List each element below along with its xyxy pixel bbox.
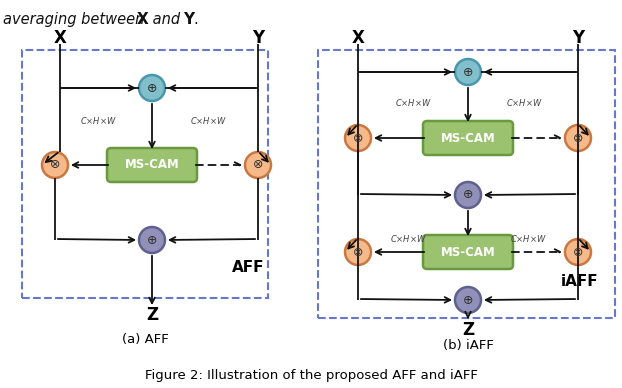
Text: $\otimes$: $\otimes$ <box>352 246 364 258</box>
Text: $\it{C}$$\times$$\it{H}$$\times$$\it{W}$: $\it{C}$$\times$$\it{H}$$\times$$\it{W}$ <box>394 97 432 107</box>
Text: $\oplus$: $\oplus$ <box>462 293 473 307</box>
Circle shape <box>455 287 481 313</box>
Text: MS-CAM: MS-CAM <box>440 132 495 144</box>
Circle shape <box>345 125 371 151</box>
Circle shape <box>139 227 165 253</box>
Text: Figure 2: Illustration of the proposed AFF and iAFF: Figure 2: Illustration of the proposed A… <box>144 369 478 383</box>
Text: Y: Y <box>252 29 264 47</box>
Text: MS-CAM: MS-CAM <box>440 246 495 258</box>
Text: $\otimes$: $\otimes$ <box>572 246 583 258</box>
FancyBboxPatch shape <box>423 121 513 155</box>
Text: Y: Y <box>572 29 584 47</box>
Text: $\it{C}$$\times$$\it{H}$$\times$$\it{W}$: $\it{C}$$\times$$\it{H}$$\times$$\it{W}$ <box>80 114 116 125</box>
Text: $\oplus$: $\oplus$ <box>146 81 157 95</box>
Text: AFF: AFF <box>232 260 264 275</box>
Text: .: . <box>193 12 198 27</box>
Circle shape <box>345 239 371 265</box>
Text: $\it{C}$$\times$$\it{H}$$\times$$\it{W}$: $\it{C}$$\times$$\it{H}$$\times$$\it{W}$ <box>190 114 226 125</box>
Text: $\otimes$: $\otimes$ <box>253 159 264 171</box>
Text: $\it{C}$$\times$$\it{H}$$\times$$\it{W}$: $\it{C}$$\times$$\it{H}$$\times$$\it{W}$ <box>509 232 546 244</box>
Text: MS-CAM: MS-CAM <box>124 159 179 171</box>
Text: Z: Z <box>462 321 474 339</box>
Circle shape <box>139 75 165 101</box>
Text: $\otimes$: $\otimes$ <box>572 132 583 144</box>
Text: $\oplus$: $\oplus$ <box>462 189 473 201</box>
Circle shape <box>455 182 481 208</box>
Text: Y: Y <box>183 12 194 27</box>
Bar <box>22 50 268 298</box>
Text: iAFF: iAFF <box>561 274 599 289</box>
Text: averaging between: averaging between <box>3 12 149 27</box>
Circle shape <box>42 152 68 178</box>
Circle shape <box>565 125 591 151</box>
FancyBboxPatch shape <box>107 148 197 182</box>
Text: $\it{C}$$\times$$\it{H}$$\times$$\it{W}$: $\it{C}$$\times$$\it{H}$$\times$$\it{W}$ <box>389 232 426 244</box>
Text: and: and <box>148 12 185 27</box>
FancyBboxPatch shape <box>423 235 513 269</box>
Text: X: X <box>351 29 364 47</box>
Text: $\otimes$: $\otimes$ <box>352 132 364 144</box>
Text: (b) iAFF: (b) iAFF <box>443 338 493 352</box>
Text: $\otimes$: $\otimes$ <box>49 159 61 171</box>
Text: Z: Z <box>146 306 158 324</box>
Text: X: X <box>53 29 67 47</box>
Circle shape <box>455 59 481 85</box>
Text: X: X <box>137 12 149 27</box>
Bar <box>318 50 615 318</box>
Circle shape <box>245 152 271 178</box>
Text: $\oplus$: $\oplus$ <box>146 234 157 246</box>
Text: $\oplus$: $\oplus$ <box>462 66 473 78</box>
Text: (a) AFF: (a) AFF <box>122 334 169 346</box>
Text: $\it{C}$$\times$$\it{H}$$\times$$\it{W}$: $\it{C}$$\times$$\it{H}$$\times$$\it{W}$ <box>506 97 542 107</box>
Circle shape <box>565 239 591 265</box>
